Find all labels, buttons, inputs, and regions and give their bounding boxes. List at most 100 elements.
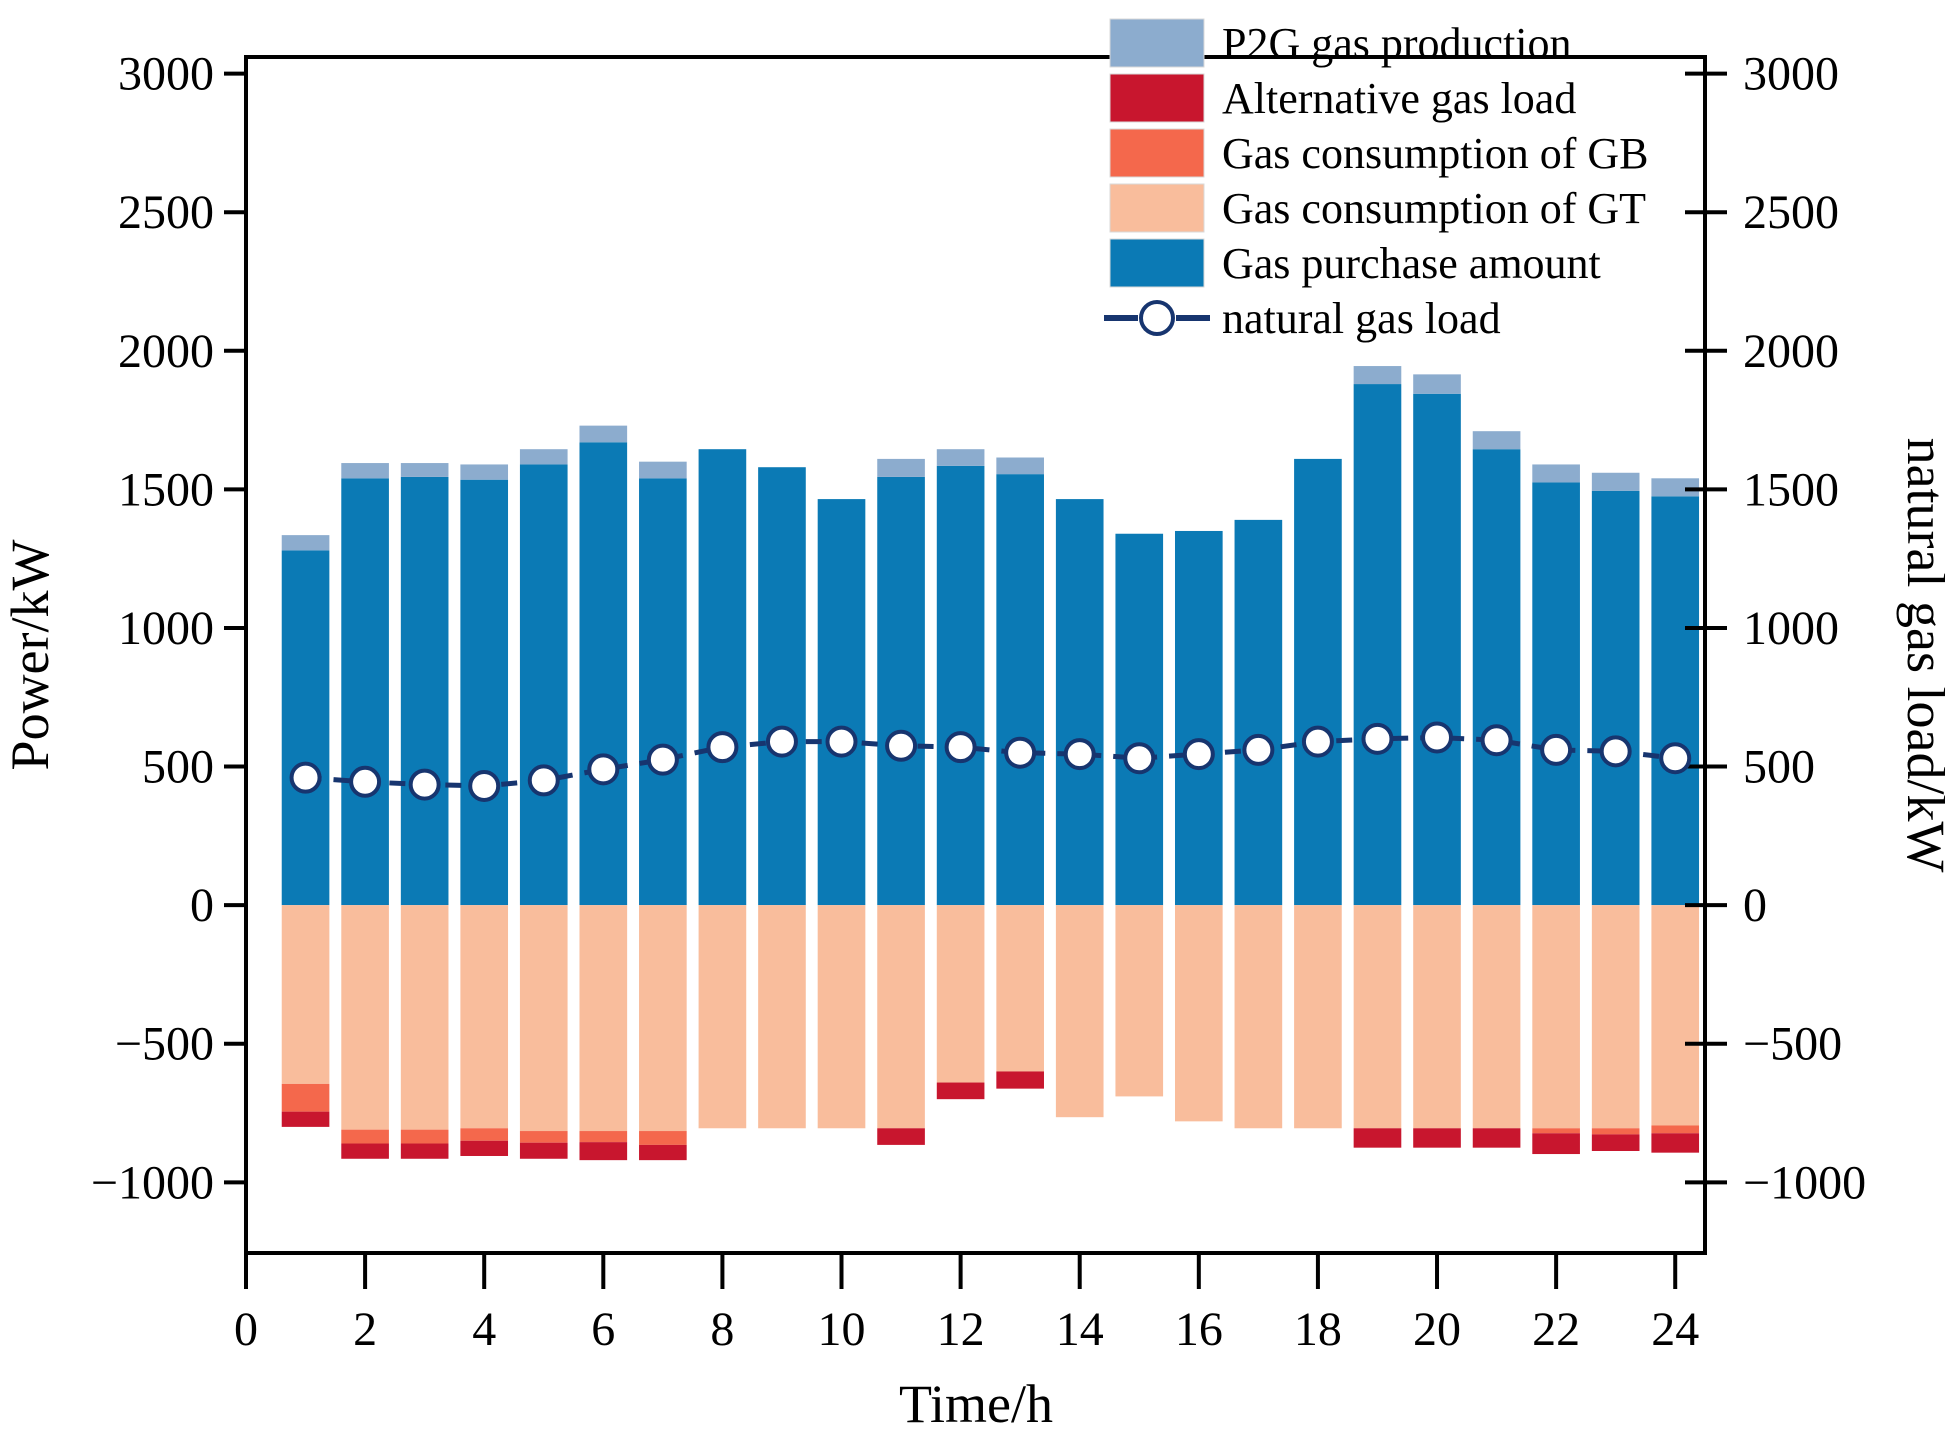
bar-segment: [936, 905, 985, 1083]
bar-segment: [579, 1142, 628, 1161]
bottom-tick-label: 14: [1056, 1303, 1104, 1356]
bar-segment: [1532, 1133, 1580, 1155]
bar-segment: [341, 1129, 389, 1144]
bar-segment: [1055, 905, 1104, 1118]
bar-segment: [1353, 384, 1402, 906]
bar-segment: [1353, 1128, 1402, 1148]
right-y-axis-title: natural gas load/kW: [1896, 438, 1945, 873]
natural-gas-load-marker: [1361, 722, 1394, 755]
natural-gas-load-marker: [885, 729, 918, 762]
bar-segment: [1294, 458, 1342, 906]
right-tick-label: 1500: [1743, 463, 1839, 516]
bar-segment: [1532, 482, 1580, 906]
bar-segment: [639, 461, 687, 479]
bar-segment: [579, 425, 628, 443]
left-tick-label: 500: [142, 741, 214, 794]
bar-segment: [877, 905, 925, 1129]
left-tick-label: 2000: [118, 325, 214, 378]
bar-segment: [1651, 905, 1700, 1126]
bar-segment: [281, 1083, 330, 1112]
bar-segment: [1651, 478, 1700, 497]
natural-gas-load-marker: [1421, 721, 1454, 754]
bar-segment: [936, 465, 985, 906]
natural-gas-load-marker: [706, 731, 739, 764]
legend-item: P2G gas production: [1109, 18, 1572, 68]
legend-label: natural gas load: [1222, 294, 1501, 343]
bar-segment: [1591, 1128, 1640, 1135]
natural-gas-load-path: [305, 734, 1676, 789]
natural-gas-load-marker: [1063, 738, 1096, 771]
bar-segment: [1234, 905, 1283, 1129]
bar-segment: [1115, 533, 1164, 906]
bar-segment: [400, 905, 449, 1130]
natural-gas-load-marker: [1540, 733, 1573, 766]
bar-segment: [1413, 393, 1461, 906]
bar-segment: [519, 464, 568, 906]
right-tick-label: 2000: [1743, 325, 1839, 378]
bar-segment: [460, 464, 509, 480]
bar-segment: [1651, 1125, 1700, 1134]
bar-segment: [341, 1143, 389, 1159]
bar-segment: [877, 1128, 925, 1145]
natural-gas-load-marker: [468, 769, 501, 802]
left-y-axis-title: Power/kW: [0, 539, 60, 770]
legend-label: Gas consumption of GB: [1222, 129, 1649, 178]
bar-segment: [1591, 1134, 1640, 1152]
bar-segment: [519, 905, 568, 1132]
legend: P2G gas production Alternative gas load Ga…: [1104, 18, 1649, 343]
bar-segment: [996, 474, 1044, 906]
legend-item: Gas consumption of GT: [1109, 183, 1646, 233]
bar-segment: [1591, 490, 1640, 906]
bar-segment: [1174, 905, 1223, 1122]
natural-gas-load-marker: [349, 765, 382, 798]
bar-segment: [400, 1143, 449, 1159]
bar-segment: [1234, 519, 1283, 906]
bar-segment: [877, 476, 925, 906]
bar-segment: [758, 905, 806, 1129]
plot-frame: [244, 55, 1707, 1255]
bar-segment: [400, 1129, 449, 1144]
legend-item: Gas purchase amount: [1109, 238, 1601, 288]
natural-gas-load-marker: [408, 768, 441, 801]
bar-segment: [1472, 449, 1521, 906]
axes-layer: −1000−500050010001500200025003000−1000−5…: [91, 48, 1866, 1356]
natural-gas-load-marker: [944, 731, 977, 764]
bar-segment: [281, 550, 330, 906]
legend-label: Gas purchase amount: [1222, 239, 1601, 288]
x-axis-title: Time/h: [899, 1374, 1053, 1434]
bar-segment: [639, 905, 687, 1132]
bar-segment: [400, 476, 449, 906]
left-tick-label: −500: [115, 1018, 214, 1071]
left-tick-label: −1000: [91, 1156, 214, 1209]
bar-segment: [281, 905, 330, 1084]
bottom-tick-label: 0: [234, 1303, 258, 1356]
natural-gas-load-marker: [1242, 733, 1275, 766]
legend-swatch: [1109, 128, 1205, 178]
right-tick-label: 0: [1743, 879, 1767, 932]
bottom-tick-label: 6: [591, 1303, 615, 1356]
bar-segment: [1472, 431, 1521, 450]
bar-segment: [579, 1131, 628, 1143]
left-tick-label: 1000: [118, 602, 214, 655]
natural-gas-load-marker: [765, 725, 798, 758]
bar-segment: [341, 478, 389, 906]
bar-segment: [1651, 1133, 1700, 1153]
bar-segment: [1353, 366, 1402, 385]
bar-segment: [1532, 464, 1580, 483]
natural-gas-load-marker: [1182, 738, 1215, 771]
natural-gas-load-marker: [289, 761, 322, 794]
bottom-tick-label: 10: [818, 1303, 866, 1356]
natural-gas-load-marker: [1599, 735, 1632, 768]
left-tick-label: 3000: [118, 48, 214, 101]
bar-segment: [579, 442, 628, 906]
bar-segment: [996, 457, 1044, 475]
legend-item: natural gas load: [1104, 294, 1501, 343]
right-tick-label: 1000: [1743, 602, 1839, 655]
natural-gas-load-marker: [1480, 724, 1513, 757]
bar-segment: [996, 1071, 1044, 1089]
bar-segment: [936, 449, 985, 466]
bar-segment: [1591, 905, 1640, 1129]
left-tick-label: 2500: [118, 186, 214, 239]
